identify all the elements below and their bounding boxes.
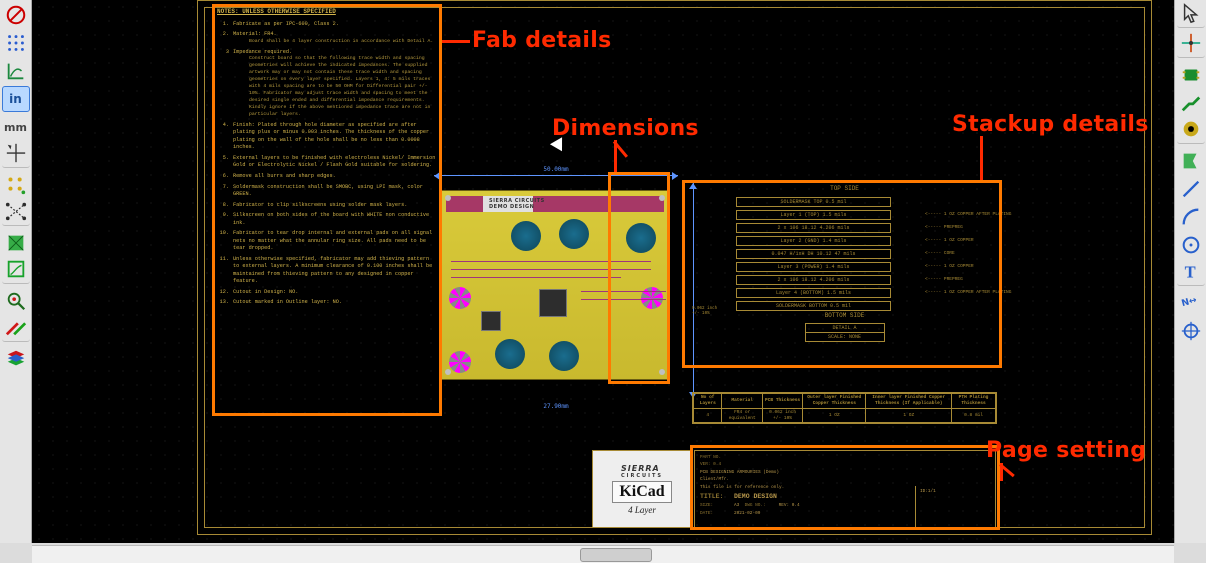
anno-fab-label: Fab details: [472, 28, 612, 53]
left-toolbar: in mm: [0, 0, 32, 543]
ratsnest-icon[interactable]: [2, 200, 30, 226]
kicad-sub: 4 Layer: [628, 505, 656, 515]
scrollbar-thumb[interactable]: [580, 548, 652, 562]
callout-dims-box: [608, 172, 670, 384]
highlight-icon[interactable]: [2, 316, 30, 342]
units-inch-button[interactable]: in: [2, 86, 30, 112]
polar-axes-icon[interactable]: [2, 58, 30, 84]
snap-grid-icon[interactable]: [1177, 32, 1205, 58]
anno-stack-arm: [980, 136, 983, 180]
dim-bottom-label: 27.90mm: [543, 403, 568, 410]
kicad-logo: KiCad: [612, 481, 671, 503]
select-icon[interactable]: [1177, 2, 1205, 28]
dim-width-label: 50.00mm: [543, 166, 568, 173]
spec-th: PCB Thickness: [762, 394, 802, 409]
arc-icon[interactable]: [1177, 204, 1205, 230]
units-mm-button[interactable]: mm: [2, 114, 30, 140]
no-tool-icon[interactable]: [2, 2, 30, 28]
measure-icon[interactable]: [2, 288, 30, 314]
spec-th: No of Layers: [694, 394, 722, 409]
cursor-shape-icon[interactable]: [2, 142, 30, 168]
spec-th: Material: [722, 394, 763, 409]
pcb-title2: DEMO DESIGN: [489, 204, 534, 210]
origin-icon[interactable]: [1177, 318, 1205, 344]
anno-page-label: Page setting: [986, 438, 1146, 463]
grid-dots-icon[interactable]: [2, 30, 30, 56]
callout-fab-box: [212, 4, 442, 416]
zone-outline-icon[interactable]: [2, 258, 30, 284]
dimension-icon[interactable]: N↔: [1177, 290, 1205, 316]
anno-fab-arm: [442, 40, 470, 43]
spec-td: 1 OZ: [803, 408, 866, 423]
spec-th: PTH Plating Thickness: [952, 394, 996, 409]
anno-dims-label: Dimensions: [552, 116, 699, 141]
layers-manager-icon[interactable]: [2, 346, 30, 372]
anno-stack-label: Stackup details: [952, 112, 1149, 137]
spec-table: No of LayersMaterialPCB ThicknessOuter l…: [692, 392, 997, 424]
logo-block: SIERRACIRCUITS KiCad 4 Layer: [592, 450, 692, 528]
right-toolbar: T N↔: [1174, 0, 1206, 543]
spec-td: 4: [694, 408, 722, 423]
callout-page-box: [690, 445, 1000, 530]
via-icon[interactable]: [1177, 118, 1205, 144]
pcb-canvas[interactable]: Fab details Dimensions Stackup details P…: [32, 0, 1174, 543]
spec-td: 0.8 mil: [952, 408, 996, 423]
spec-th: Outer layer Finished Copper Thickness: [803, 394, 866, 409]
polygon-icon[interactable]: [1177, 232, 1205, 258]
spec-td: 0.062 inch +/- 10%: [762, 408, 802, 423]
line-icon[interactable]: [1177, 176, 1205, 202]
route-track-icon[interactable]: [1177, 90, 1205, 116]
footprint-icon[interactable]: [1177, 62, 1205, 88]
spec-th: Inner layer Finished Copper Thickness (I…: [866, 394, 952, 409]
zone-fill-icon[interactable]: [2, 230, 30, 256]
text-icon[interactable]: T: [1177, 260, 1205, 286]
horizontal-scrollbar[interactable]: [32, 545, 1174, 563]
svg-text:T: T: [1184, 262, 1195, 281]
sierra-logo: SIERRACIRCUITS: [621, 464, 663, 479]
pad-grid-icon[interactable]: [2, 172, 30, 198]
svg-text:N↔: N↔: [1180, 294, 1198, 309]
spec-td: FR4 or equivalent: [722, 408, 763, 423]
spec-td: 1 OZ: [866, 408, 952, 423]
callout-stackup-box: [682, 180, 1002, 368]
zone-draw-icon[interactable]: [1177, 148, 1205, 174]
